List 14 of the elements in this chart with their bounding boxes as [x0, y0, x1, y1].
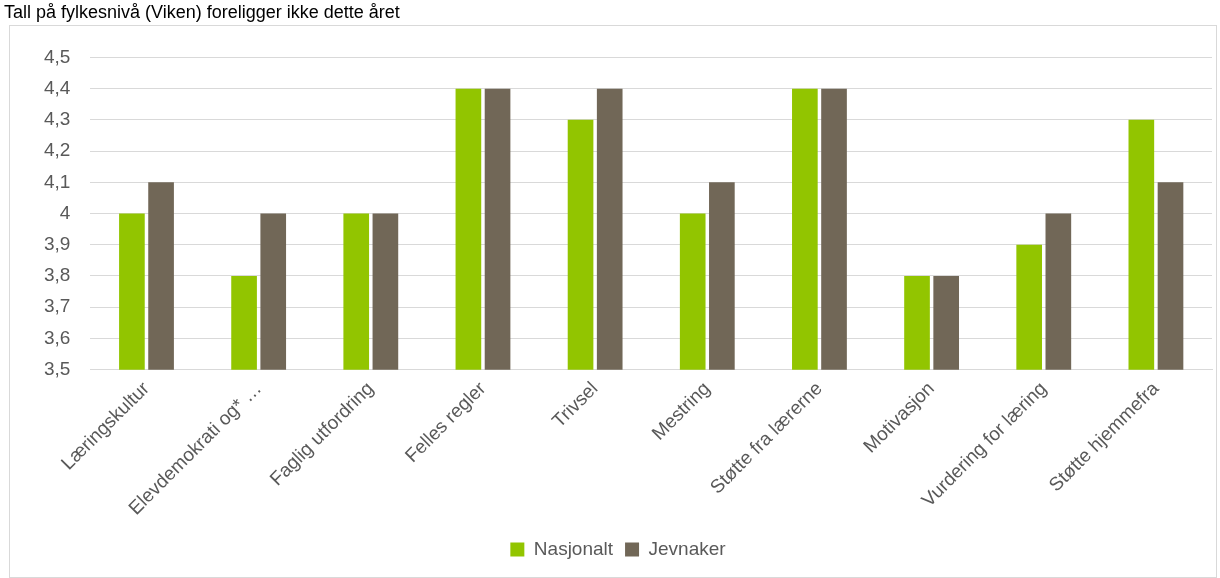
- y-tick-label: 3,6: [43, 326, 71, 348]
- y-tick-label: 4,5: [43, 45, 71, 67]
- y-tick-label: 4,1: [43, 170, 71, 192]
- legend-label: Nasjonalt: [533, 537, 614, 559]
- y-tick-label: 4,4: [43, 76, 71, 98]
- y-tick-label: 3,9: [43, 233, 71, 254]
- y-tick-label: 3,8: [43, 264, 71, 286]
- y-tick-label: 4,3: [43, 108, 71, 130]
- y-tick-label: 3,5: [43, 357, 71, 379]
- text: Tall på fylkesnivå (Viken) foreligger ikke dette året: [4, 1, 400, 23]
- y-tick-label: 4: [59, 201, 71, 223]
- y-tick-label: 4,2: [43, 139, 71, 161]
- y-tick-label: 3,7: [43, 295, 71, 317]
- legend-label: Jevnaker: [648, 537, 727, 559]
